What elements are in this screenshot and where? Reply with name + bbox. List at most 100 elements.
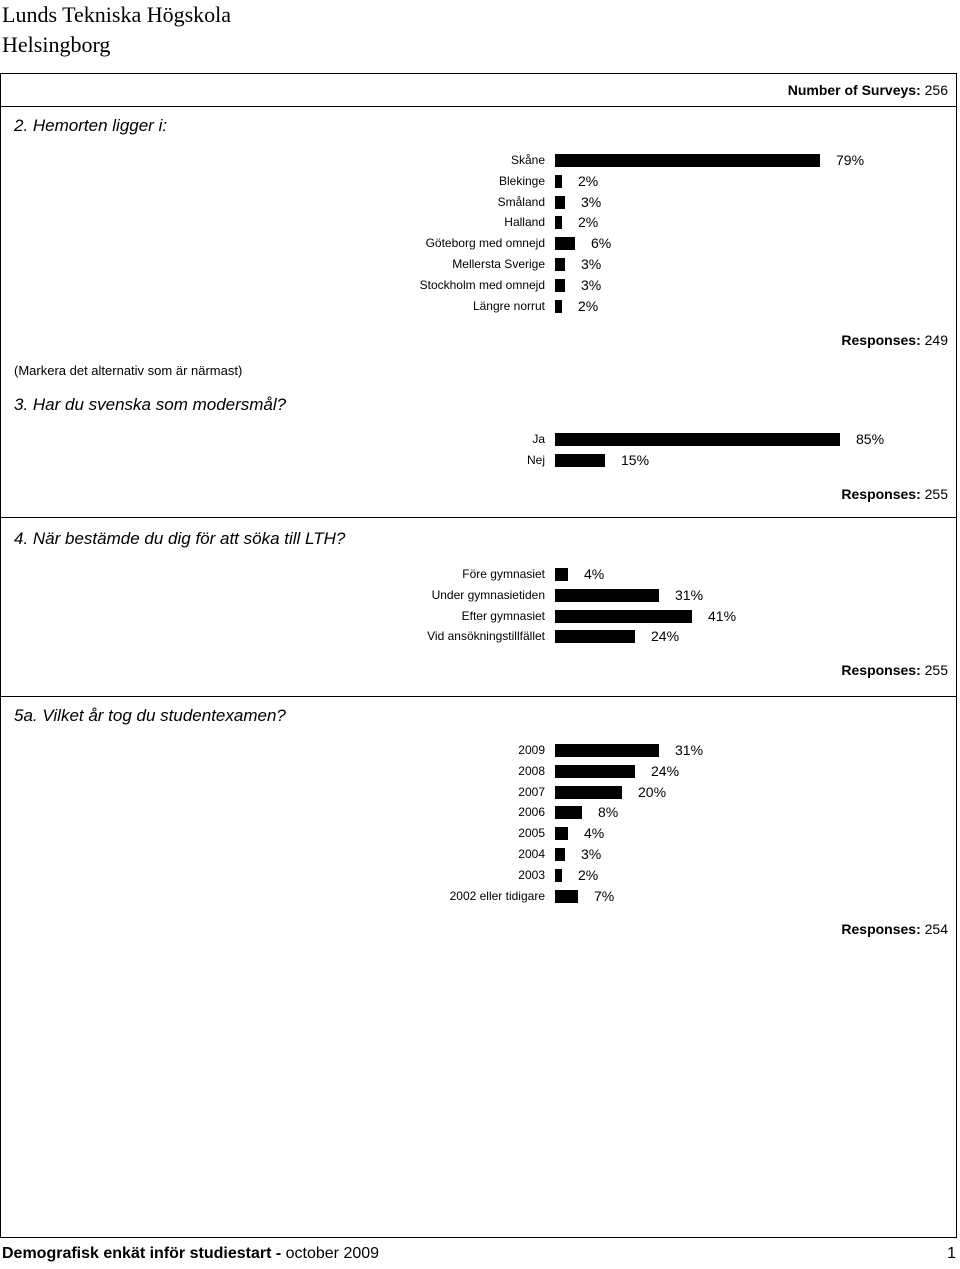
bar-value-label: 4% bbox=[584, 825, 605, 842]
bar-label: Ja bbox=[532, 432, 545, 446]
bar-label: Efter gymnasiet bbox=[461, 608, 545, 623]
bar bbox=[555, 258, 565, 271]
bar-value-label: 3% bbox=[581, 846, 602, 862]
bar-label: Under gymnasietiden bbox=[431, 587, 545, 602]
footer-title: Demografisk enkät inför studiestart - bbox=[2, 1245, 282, 1262]
responses-label: Responses: bbox=[841, 332, 921, 348]
bar bbox=[555, 588, 659, 602]
institution-name: Lunds Tekniska Högskola bbox=[2, 2, 232, 27]
bar-label: Före gymnasiet bbox=[462, 567, 545, 581]
bar bbox=[555, 785, 622, 799]
institution-location: Helsingborg bbox=[2, 32, 111, 57]
survey-count-label: Number of Surveys: bbox=[787, 82, 921, 98]
bar-label: 2002 eller tidigare bbox=[449, 888, 545, 903]
bar bbox=[555, 630, 635, 644]
bar bbox=[555, 299, 562, 313]
chart-row: Mellersta Sverige 3% bbox=[0, 255, 960, 276]
chart-row: Före gymnasiet 4% bbox=[0, 565, 960, 586]
bar-label: Mellersta Sverige bbox=[452, 257, 545, 271]
bar-label: 2008 bbox=[518, 763, 545, 778]
chart-row: 2002 eller tidigare 7% bbox=[0, 887, 960, 908]
chart-row: Blekinge 2% bbox=[0, 172, 960, 193]
chart-row: Ja 85% bbox=[0, 430, 960, 451]
bar bbox=[555, 174, 562, 188]
bar-value-label: 31% bbox=[675, 586, 704, 603]
responses-label: Responses: bbox=[841, 662, 921, 678]
chart-row: Vid ansökningstillfället 24% bbox=[0, 627, 960, 648]
bar-value-label: 2% bbox=[578, 172, 599, 189]
chart-row: Skåne 79% bbox=[0, 151, 960, 172]
question-5a-responses: Responses: 254 bbox=[841, 921, 948, 937]
bar-value-label: 4% bbox=[584, 566, 605, 582]
bar-label: 2004 bbox=[518, 847, 545, 861]
chart-row: 2003 2% bbox=[0, 866, 960, 887]
question-2-responses: Responses: 249 bbox=[841, 332, 948, 348]
bar-value-label: 2% bbox=[578, 214, 599, 231]
bar-value-label: 8% bbox=[598, 804, 619, 821]
bar bbox=[555, 806, 582, 820]
chart-row: 2009 31% bbox=[0, 741, 960, 762]
bar bbox=[555, 195, 565, 209]
bar bbox=[555, 827, 568, 841]
bar-label: Nej bbox=[526, 452, 545, 467]
bar-value-label: 3% bbox=[581, 276, 602, 293]
report-frame bbox=[0, 73, 957, 1238]
question-5a-title: 5a. Vilket år tog du studentexamen? bbox=[14, 706, 286, 725]
bar-label: 2009 bbox=[518, 743, 545, 757]
divider bbox=[1, 517, 956, 518]
chart-row: 2004 3% bbox=[0, 845, 960, 866]
chart-row: Efter gymnasiet 41% bbox=[0, 607, 960, 628]
bar bbox=[555, 568, 568, 581]
question-3-title: 3. Har du svenska som modersmål? bbox=[14, 395, 287, 414]
chart-row: Under gymnasietiden 31% bbox=[0, 586, 960, 607]
bar-label: Vid ansökningstillfället bbox=[427, 629, 545, 644]
bar-label: 2005 bbox=[518, 826, 545, 841]
bar-value-label: 2% bbox=[578, 297, 599, 314]
responses-value: 255 bbox=[924, 662, 948, 678]
bar-value-label: 79% bbox=[836, 152, 865, 168]
chart-row: Längre norrut 2% bbox=[0, 297, 960, 318]
bar bbox=[555, 433, 840, 446]
bar-value-label: 3% bbox=[581, 256, 602, 272]
bar bbox=[555, 889, 578, 903]
divider bbox=[1, 106, 956, 107]
bar-value-label: 85% bbox=[856, 431, 885, 447]
chart-row: Halland 2% bbox=[0, 213, 960, 234]
footer-date: october 2009 bbox=[285, 1245, 380, 1262]
question-3-responses: Responses: 255 bbox=[841, 486, 948, 502]
bar bbox=[555, 237, 575, 251]
bar bbox=[555, 216, 562, 230]
chart-row: Göteborg med omnejd 6% bbox=[0, 234, 960, 255]
bar-value-label: 20% bbox=[638, 783, 667, 800]
bar bbox=[555, 764, 635, 778]
chart-row: 2005 4% bbox=[0, 824, 960, 845]
bar-value-label: 6% bbox=[591, 235, 612, 252]
question-2-note: (Markera det alternativ som är närmast) bbox=[14, 363, 243, 378]
institution-header: Lunds Tekniska Högskola Helsingborg bbox=[2, 0, 231, 60]
bar-label: Halland bbox=[504, 215, 545, 230]
chart-row: 2007 20% bbox=[0, 783, 960, 804]
question-4-responses: Responses: 255 bbox=[841, 662, 948, 678]
bar-label: 2006 bbox=[518, 805, 545, 820]
chart-row: Nej 15% bbox=[0, 451, 960, 472]
bar-label: Skåne bbox=[510, 153, 545, 167]
responses-value: 255 bbox=[924, 486, 948, 502]
bar-label: Småland bbox=[497, 194, 545, 209]
responses-label: Responses: bbox=[841, 486, 921, 502]
bar bbox=[555, 744, 659, 757]
bar-label: Stockholm med omnejd bbox=[419, 277, 545, 292]
question-2-title: 2. Hemorten ligger i: bbox=[14, 116, 168, 135]
bar-value-label: 15% bbox=[621, 451, 650, 468]
bar-value-label: 7% bbox=[594, 887, 615, 904]
chart-row: 2008 24% bbox=[0, 762, 960, 783]
question-4-title: 4. När bestämde du dig för att söka till… bbox=[14, 529, 346, 548]
responses-value: 254 bbox=[924, 921, 948, 937]
responses-label: Responses: bbox=[841, 921, 921, 937]
bar-value-label: 24% bbox=[651, 628, 680, 645]
bar-value-label: 3% bbox=[581, 193, 602, 210]
survey-count-value: 256 bbox=[924, 82, 948, 98]
bar bbox=[555, 453, 605, 467]
bar-value-label: 2% bbox=[578, 866, 599, 883]
page-number: 1 bbox=[947, 1245, 956, 1262]
chart-row: Småland 3% bbox=[0, 193, 960, 214]
